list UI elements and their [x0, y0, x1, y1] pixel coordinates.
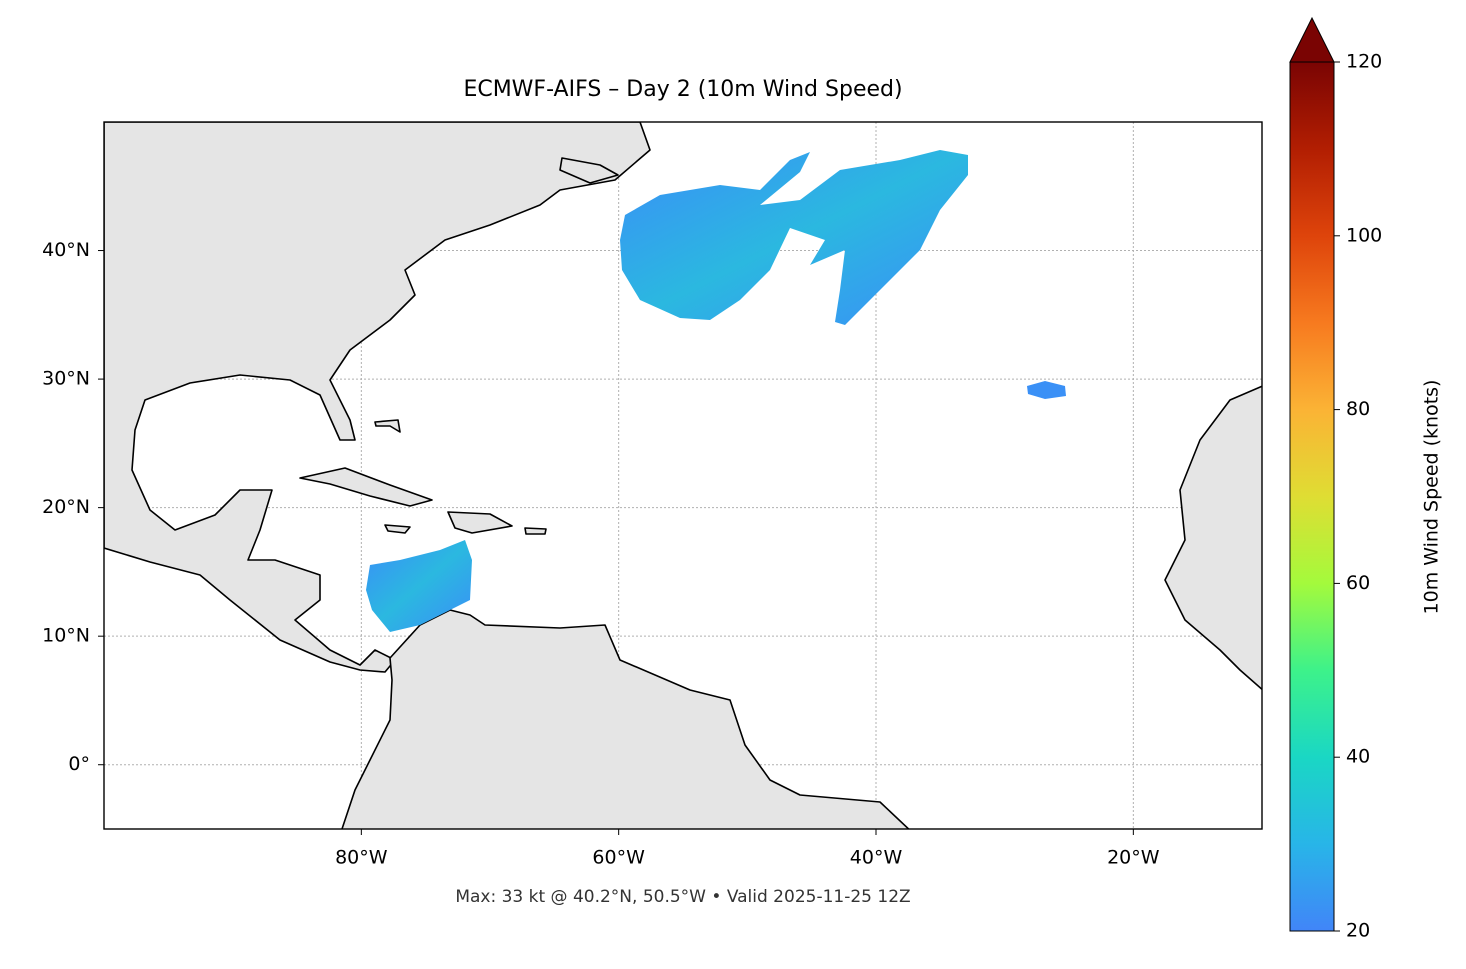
axes: 80°W 60°W 40°W 20°W 0° 10°N 20°N 30°N 40°N: [42, 239, 1160, 868]
colorbar-tick-label: 20: [1346, 920, 1370, 942]
newfoundland: [559, 157, 619, 184]
x-tick-label: 20°W: [1107, 847, 1160, 869]
colorbar-tick-label: 60: [1346, 572, 1370, 594]
north-america: [104, 122, 651, 673]
colorbar-tick-label: 120: [1346, 51, 1382, 73]
plot-frame: [103, 121, 1263, 830]
bahamas: [374, 419, 401, 433]
y-tick-label: 0°: [68, 753, 90, 775]
y-tick-label: 20°N: [42, 496, 90, 518]
map-area: [104, 122, 1262, 829]
annotation: Max: 33 kt @ 40.2°N, 50.5°W • Valid 2025…: [455, 887, 910, 907]
wind-field: [1027, 381, 1066, 399]
cuba: [299, 467, 433, 507]
x-tick-label: 80°W: [335, 847, 388, 869]
wind-field: [366, 540, 472, 632]
colorbar-extend: [1289, 16, 1335, 63]
chart-title: ECMWF-AIFS – Day 2 (10m Wind Speed): [463, 77, 902, 102]
colorbar-body: [1289, 61, 1335, 932]
colorbar: 10m Wind Speed (knots) 20 40 60 80 100 120: [1289, 16, 1443, 942]
wind-field: [620, 150, 968, 325]
colorbar-tick-label: 100: [1346, 224, 1382, 246]
africa: [1164, 385, 1262, 691]
y-tick-label: 30°N: [42, 368, 90, 390]
y-tick-label: 10°N: [42, 625, 90, 647]
colorbar-tick-label: 40: [1346, 746, 1370, 768]
jamaica: [384, 524, 411, 534]
x-tick-label: 40°W: [850, 847, 903, 869]
colorbar-label: 10m Wind Speed (knots): [1421, 380, 1443, 615]
hispaniola: [447, 511, 513, 534]
y-tick-label: 40°N: [42, 239, 90, 261]
x-tick-label: 60°W: [592, 847, 645, 869]
puerto-rico: [524, 527, 547, 535]
south-america: [341, 609, 910, 829]
colorbar-tick-label: 80: [1346, 398, 1370, 420]
